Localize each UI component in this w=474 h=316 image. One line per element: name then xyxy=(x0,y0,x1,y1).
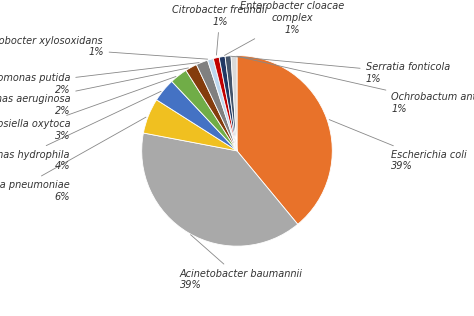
Wedge shape xyxy=(213,57,237,151)
Text: Aeromonas hydrophila
4%: Aeromonas hydrophila 4% xyxy=(0,91,161,171)
Text: Citrobacter freundii
1%: Citrobacter freundii 1% xyxy=(172,5,267,55)
Wedge shape xyxy=(208,58,237,151)
Text: Serratia fonticola
1%: Serratia fonticola 1% xyxy=(231,56,450,83)
Text: Ochrobactum antropi
1%: Ochrobactum antropi 1% xyxy=(237,56,474,114)
Text: Klebsiella oxytoca
3%: Klebsiella oxytoca 3% xyxy=(0,76,176,141)
Wedge shape xyxy=(142,133,298,246)
Wedge shape xyxy=(196,60,237,151)
Wedge shape xyxy=(144,100,237,151)
Text: Pseudomonas aeruginosa
2%: Pseudomonas aeruginosa 2% xyxy=(0,68,188,116)
Text: Klebsiella pneumoniae
6%: Klebsiella pneumoniae 6% xyxy=(0,117,146,202)
Wedge shape xyxy=(219,56,237,151)
Wedge shape xyxy=(172,70,237,151)
Text: Achromobocter xylosoxidans
1%: Achromobocter xylosoxidans 1% xyxy=(0,36,208,59)
Wedge shape xyxy=(231,56,237,151)
Wedge shape xyxy=(225,56,237,151)
Wedge shape xyxy=(186,65,237,151)
Text: Pseudomonas putida
2%: Pseudomonas putida 2% xyxy=(0,63,199,95)
Wedge shape xyxy=(156,82,237,151)
Text: Enterobacter cloacae
complex
1%: Enterobacter cloacae complex 1% xyxy=(225,1,345,55)
Text: Acinetobacter baumannii
39%: Acinetobacter baumannii 39% xyxy=(180,235,303,290)
Wedge shape xyxy=(237,56,332,224)
Text: Escherichia coli
39%: Escherichia coli 39% xyxy=(329,120,467,171)
